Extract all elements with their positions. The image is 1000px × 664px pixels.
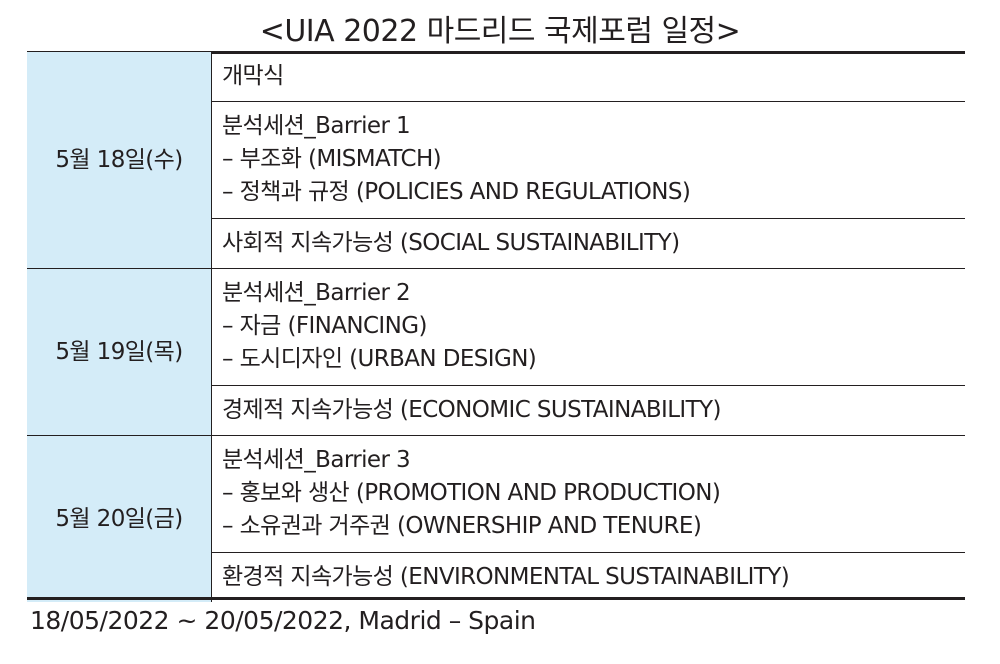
event-line: 개막식	[222, 63, 284, 89]
table-row: 사회적 지속가능성 (SOCIAL SUSTAINABILITY)	[27, 218, 965, 269]
table-row: 5월 18일(수) 개막식	[27, 52, 965, 269]
session-topic: – 정책과 규정 (POLICIES AND REGULATIONS)	[222, 179, 691, 205]
event-cell: 환경적 지속가능성 (ENVIRONMENTAL SUSTAINABILITY)	[212, 553, 966, 603]
event-cell: 사회적 지속가능성 (SOCIAL SUSTAINABILITY)	[211, 218, 965, 269]
session-topic: – 소유권과 거주권 (OWNERSHIP AND TENURE)	[222, 513, 702, 539]
table-row: 분석세션_Barrier 1 – 부조화 (MISMATCH) – 정책과 규정…	[27, 101, 965, 219]
event-line: 사회적 지속가능성 (SOCIAL SUSTAINABILITY)	[222, 230, 680, 256]
event-line: 경제적 지속가능성 (ECONOMIC SUSTAINABILITY)	[222, 397, 721, 423]
date-cell-day2: 5월 19일(목)	[27, 268, 212, 436]
session-title: 분석세션_Barrier 3	[222, 447, 411, 473]
session-topic: – 부조화 (MISMATCH)	[222, 146, 442, 172]
date-cell-day3: 5월 20일(금)	[27, 435, 212, 602]
session-title: 분석세션_Barrier 1	[222, 113, 411, 139]
event-cell: 분석세션_Barrier 1 – 부조화 (MISMATCH) – 정책과 규정…	[211, 101, 965, 219]
table-row: 환경적 지속가능성 (ENVIRONMENTAL SUSTAINABILITY)	[27, 553, 965, 603]
event-line: 환경적 지속가능성 (ENVIRONMENTAL SUSTAINABILITY)	[222, 564, 790, 590]
schedule-table: 5월 18일(수) 개막식 분석세션_Barrier 1 – 부조화 (MISM…	[27, 52, 965, 602]
footer-dates-location: 18/05/2022 ~ 20/05/2022, Madrid – Spain	[30, 606, 536, 635]
event-cell: 분석세션_Barrier 3 – 홍보와 생산 (PROMOTION AND P…	[211, 435, 965, 553]
session-title: 분석세션_Barrier 2	[222, 280, 411, 306]
session-topic: – 도시디자인 (URBAN DESIGN)	[222, 346, 537, 372]
event-cell: 개막식	[211, 52, 965, 102]
table-row: 경제적 지속가능성 (ECONOMIC SUSTAINABILITY)	[27, 385, 965, 436]
session-topic: – 홍보와 생산 (PROMOTION AND PRODUCTION)	[222, 480, 721, 506]
event-cell: 분석세션_Barrier 2 – 자금 (FINANCING) – 도시디자인 …	[211, 268, 965, 386]
session-topic: – 자금 (FINANCING)	[222, 313, 427, 339]
bottom-rule	[27, 597, 965, 600]
date-cell-day1: 5월 18일(수)	[27, 52, 212, 269]
event-cell: 경제적 지속가능성 (ECONOMIC SUSTAINABILITY)	[211, 385, 965, 436]
table-row: 5월 20일(금) 분석세션_Barrier 3 – 홍보와 생산 (PROMO…	[27, 435, 965, 602]
table-row: 5월 19일(목) 분석세션_Barrier 2 – 자금 (FINANCING…	[27, 268, 965, 436]
page-title: <UIA 2022 마드리드 국제포럼 일정>	[259, 14, 741, 49]
